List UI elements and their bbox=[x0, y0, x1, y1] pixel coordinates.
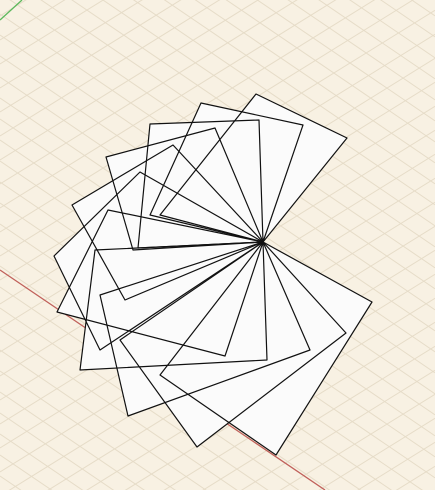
square-edge bbox=[149, 102, 304, 243]
square-edge bbox=[99, 241, 311, 417]
grid-line bbox=[0, 0, 376, 233]
grid-line bbox=[194, 0, 435, 164]
square-face bbox=[160, 242, 372, 455]
square-edge bbox=[119, 241, 347, 448]
grid-line bbox=[318, 0, 435, 80]
grid-line bbox=[0, 0, 221, 137]
grid-line bbox=[256, 0, 435, 122]
grid-line bbox=[163, 0, 435, 185]
square-edge bbox=[53, 171, 264, 351]
grid-line bbox=[0, 349, 207, 490]
grid-line bbox=[0, 307, 269, 490]
green-axis bbox=[0, 0, 23, 21]
grid-line bbox=[0, 391, 146, 490]
square-edge bbox=[159, 93, 348, 243]
square-edge bbox=[56, 209, 264, 357]
grid-line bbox=[357, 441, 435, 490]
square-edge bbox=[105, 127, 264, 251]
square-edge bbox=[79, 241, 268, 371]
grid-line bbox=[240, 369, 435, 490]
grid-line bbox=[0, 0, 337, 209]
grid-line bbox=[0, 412, 115, 490]
grid-line bbox=[163, 321, 435, 490]
grid-line bbox=[202, 345, 435, 490]
grid-line bbox=[0, 0, 143, 89]
rotated-squares bbox=[53, 93, 373, 456]
grid-line bbox=[0, 328, 238, 490]
grid-line bbox=[318, 417, 435, 490]
grid-line bbox=[132, 0, 435, 206]
grid-line bbox=[71, 0, 435, 248]
square-edge bbox=[71, 144, 264, 301]
square-edge bbox=[159, 241, 373, 456]
grid-line bbox=[0, 286, 300, 490]
grid-line bbox=[0, 0, 105, 65]
grid-line bbox=[0, 370, 176, 490]
grid-line bbox=[349, 0, 435, 59]
grid-line bbox=[0, 0, 182, 113]
grid-line bbox=[287, 0, 435, 101]
grid-line bbox=[0, 433, 84, 490]
grid-line bbox=[102, 0, 435, 227]
grid-line bbox=[124, 297, 435, 490]
grid-line bbox=[279, 393, 435, 490]
grid-line bbox=[0, 0, 260, 161]
grid-line bbox=[0, 0, 298, 185]
grid-line bbox=[225, 0, 435, 143]
